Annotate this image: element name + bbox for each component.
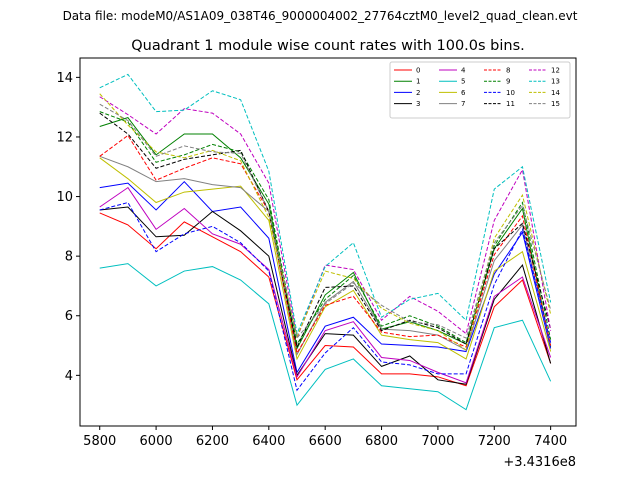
series-line-5 [99,263,552,411]
series-line-0 [99,212,552,387]
x-tick-label: 7200 [478,434,511,449]
chart-title: Quadrant 1 module wise count rates with … [131,38,525,54]
x-tick-label: 6400 [252,434,285,449]
x-tick-label: 6000 [140,434,173,449]
legend-label: 4 [461,67,466,75]
legend-label: 10 [506,89,515,97]
legend-label: 11 [506,100,515,108]
x-tick-label: 6800 [365,434,398,449]
series-line-9 [99,111,552,346]
y-tick-label: 6 [65,309,73,324]
x-tick-label: 6200 [196,434,229,449]
legend-label: 1 [416,78,420,86]
y-axis: 4 6 8 10 12 14 [56,71,80,384]
x-tick-label: 5800 [83,434,116,449]
y-tick-label: 12 [56,130,73,145]
legend-label: 8 [506,67,510,75]
y-tick-label: 8 [65,250,73,265]
legend-label: 6 [461,89,466,97]
series-line-14 [99,93,552,351]
legend-label: 13 [551,78,560,86]
plot-area [99,73,552,411]
chart-suptitle: Data file: modeM0/AS1A09_038T46_90000040… [63,9,578,23]
legend-label: 15 [551,100,560,108]
legend-label: 0 [416,67,420,75]
legend-label: 9 [506,78,510,86]
legend-label: 7 [461,100,465,108]
y-tick-label: 14 [56,71,73,86]
series-line-15 [99,103,552,340]
series-line-3 [99,206,552,385]
x-tick-label: 7000 [421,434,454,449]
series-line-13 [99,73,552,336]
x-axis: 5800 6000 6200 6400 6600 6800 7000 7200 7400 [83,426,567,449]
series-line-2 [99,180,552,374]
series-line-7 [99,155,552,356]
series-line-10 [99,201,552,392]
legend-label: 14 [551,89,560,97]
legend-label: 2 [416,89,420,97]
y-tick-label: 4 [65,369,73,384]
x-tick-label: 7400 [534,434,567,449]
legend-label: 5 [461,78,465,86]
legend-box [389,61,571,119]
series-line-4 [99,186,552,384]
series-line-8 [99,134,552,355]
series-line-6 [99,157,552,361]
series-line-11 [99,112,552,349]
legend-label: 12 [551,67,560,75]
axes-frame [79,57,577,427]
legend-label: 3 [416,100,420,108]
x-tick-label: 6600 [309,434,342,449]
y-tick-label: 10 [56,190,73,205]
series-line-12 [99,96,552,340]
x-offset-label: +3.4316e8 [503,455,576,470]
